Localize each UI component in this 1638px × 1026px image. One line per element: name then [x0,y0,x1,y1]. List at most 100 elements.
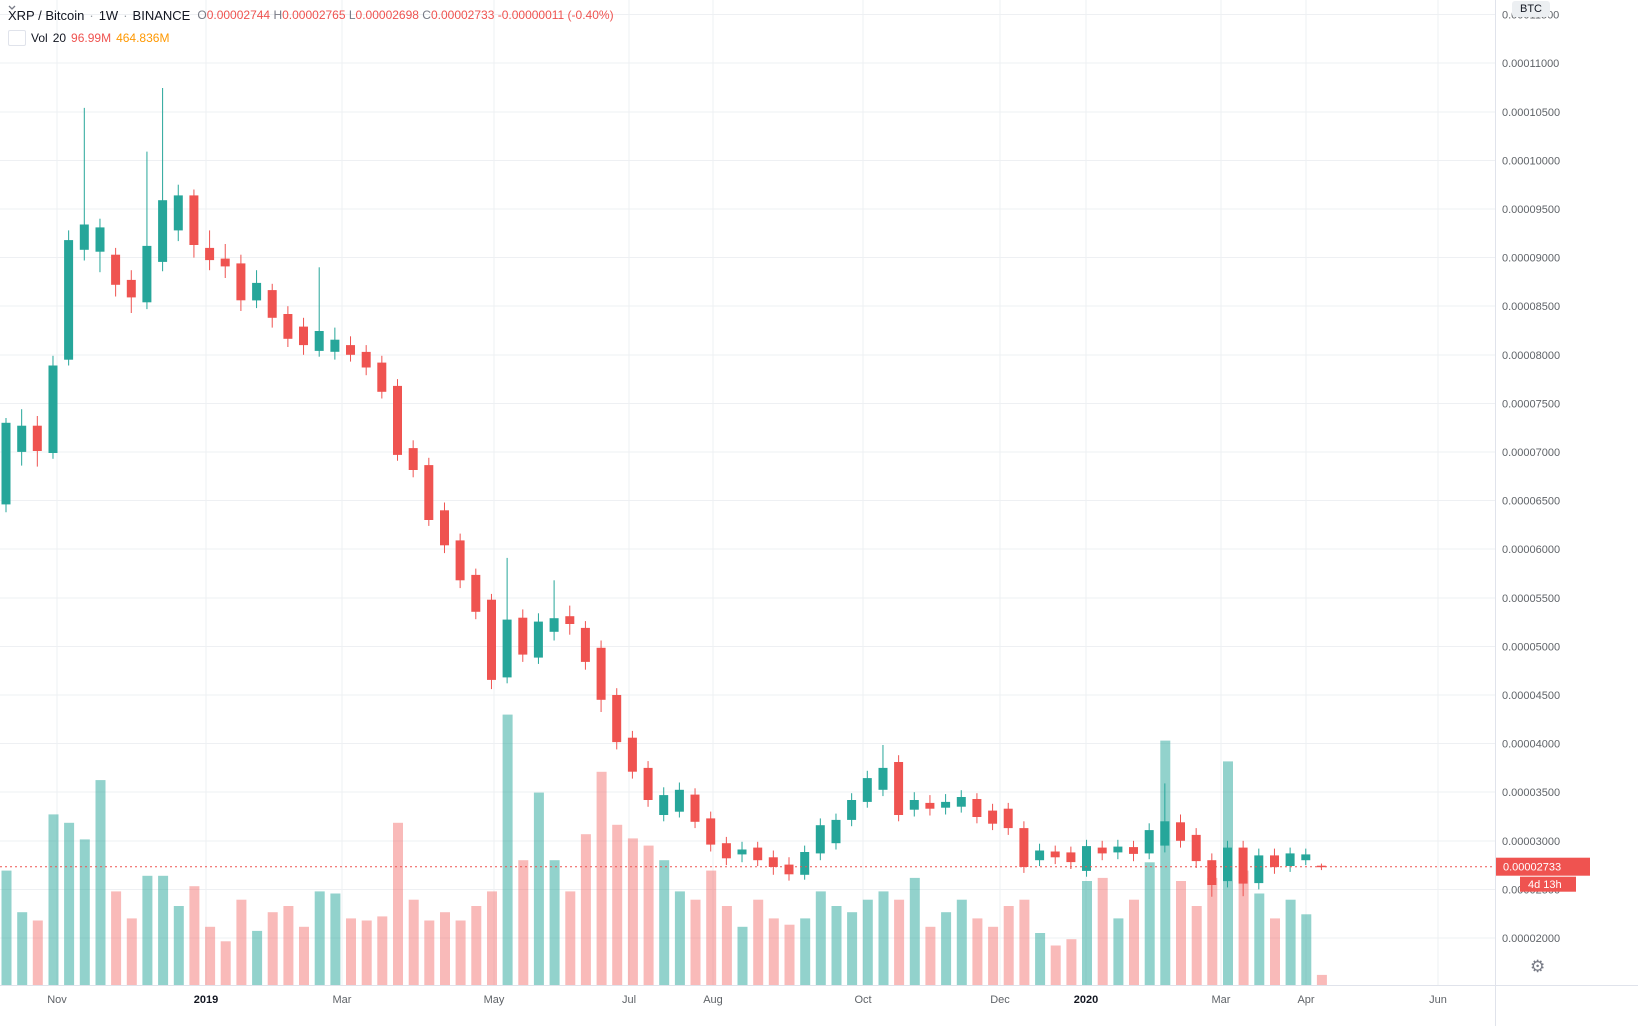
separator: · [123,7,128,23]
separator: · [89,7,94,23]
price-axis-label[interactable]: 0.00006500 [1502,496,1560,508]
candle-body [737,849,747,855]
candle-body [784,864,794,875]
volume-bar [173,906,184,985]
volume-bar [393,822,403,985]
time-axis-label[interactable]: May [484,994,505,1006]
time-axis-label[interactable]: Mar [333,994,352,1006]
candle-body [424,465,434,520]
time-axis-label[interactable]: Nov [47,994,67,1006]
chevron-down-icon[interactable] [8,5,26,46]
time-axis-label[interactable]: Jul [622,994,636,1006]
countdown-value: 4d 13h [1528,879,1562,891]
candle-body [487,599,496,680]
volume-indicator-label[interactable]: Vol [31,31,48,45]
candle-body [800,852,810,875]
price-axis-label[interactable]: 0.00009500 [1502,204,1560,216]
price-axis-label[interactable]: 0.00010000 [1502,155,1560,167]
volume-bar [299,926,309,985]
open-value: 0.00002744 [206,8,271,22]
high-value: 0.00002765 [282,8,346,22]
time-axis-label[interactable]: Oct [854,994,871,1006]
price-axis-label[interactable]: 0.00008000 [1502,350,1560,362]
volume-bar [1301,914,1312,985]
open-label: O [197,8,207,22]
high-label: H [273,8,283,22]
candle-body [330,339,340,352]
candle-body [205,247,215,261]
candle-body [674,789,684,812]
time-axis-label[interactable]: Mar [1212,994,1231,1006]
price-axis-label[interactable]: 0.00007000 [1502,447,1560,459]
symbol-title[interactable]: XRP / Bitcoin [8,7,85,23]
time-axis-label[interactable]: Jun [1429,994,1447,1006]
candle-body [1082,846,1091,871]
candle-body [111,254,121,285]
candle-body [1270,855,1279,868]
candle-body [1003,808,1013,829]
time-axis-label[interactable]: Apr [1297,994,1314,1006]
price-axis-label[interactable]: 0.00003000 [1502,836,1560,848]
price-axis-label[interactable]: 0.00005500 [1502,593,1560,605]
candle-body [220,258,230,267]
candle-body [878,767,888,790]
price-axis-label[interactable]: 0.00005000 [1502,641,1560,653]
time-axis-label[interactable]: 2019 [194,994,218,1006]
volume-bar [314,891,325,985]
exchange-label: BINANCE [132,7,191,23]
volume-bar [643,845,654,985]
candle-body [1176,822,1185,841]
volume-bar [1019,899,1030,985]
candle-body [627,737,637,772]
price-axis-label[interactable]: 0.00010500 [1502,107,1560,119]
candle-body [612,695,622,743]
candle-body [1113,846,1123,853]
volume-bar [894,899,905,985]
time-axis-label[interactable]: Aug [703,994,723,1006]
price-axis-label[interactable]: 0.00004000 [1502,739,1560,751]
candle-body [314,331,324,351]
time-axis-label[interactable]: Dec [990,994,1010,1006]
price-axis-label[interactable]: 0.00003500 [1502,787,1560,799]
candle-body [1019,828,1029,867]
volume-bar [941,912,952,985]
price-axis-label[interactable]: 0.00008500 [1502,301,1560,313]
volume-bar [1160,740,1171,985]
candle-body [1191,834,1201,862]
candle-body [862,778,872,802]
candle-body [1144,830,1154,854]
candle-body [1050,851,1060,858]
volume-bar [79,839,90,985]
candle-body [533,621,543,658]
price-axis-label[interactable]: 0.00006000 [1502,544,1560,556]
volume-bar [549,860,560,985]
price-axis-label[interactable]: 0.00004500 [1502,690,1560,702]
volume-bar [721,906,732,985]
candle-body [1160,821,1170,846]
volume-bar [1035,933,1046,985]
volume-bar [1144,862,1155,985]
candle-body [659,795,669,815]
candle-body [95,227,105,252]
volume-bar [533,792,544,985]
time-axis-label[interactable]: 2020 [1074,994,1098,1006]
price-axis-label[interactable]: 0.00009000 [1502,253,1560,265]
interval-label[interactable]: 1W [98,7,119,23]
candle-body [1238,847,1248,884]
volume-bar [972,918,983,985]
candle-body [753,847,763,861]
price-axis-label[interactable]: 0.00007500 [1502,398,1560,410]
currency-toggle-btc[interactable]: BTC [1512,1,1550,17]
candle-body [440,510,449,546]
settings-gear-icon[interactable]: ⚙ [1530,957,1546,977]
price-axis-label[interactable]: 0.00011000 [1502,58,1559,70]
price-axis-label[interactable]: 0.00002000 [1502,933,1560,945]
volume-bar [455,920,466,985]
candle-body [346,345,355,355]
volume-bar [784,924,795,985]
volume-bar [1003,906,1014,985]
candle-body [502,619,512,678]
candle-body [831,819,841,844]
